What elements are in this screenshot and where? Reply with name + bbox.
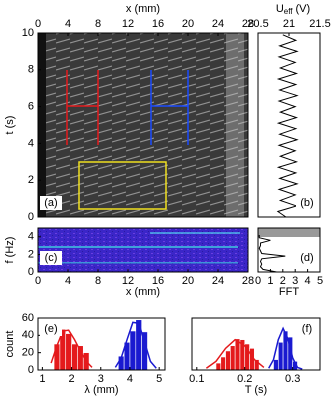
plot-frame — [37, 317, 166, 371]
y-tick-label: 40 — [22, 329, 34, 341]
x-tick-label: 20 — [182, 275, 194, 287]
x-tick-label: 5 — [317, 275, 323, 287]
x-tick-label: 3 — [98, 373, 104, 385]
x-tick-label: 16 — [152, 18, 164, 30]
y-tick-label: 8 — [28, 64, 34, 76]
x-tick-label: 1 — [39, 373, 45, 385]
hist-bar — [230, 345, 236, 371]
x-tick-label: 4 — [127, 373, 133, 385]
x-axis-label: λ (mm) — [84, 384, 118, 396]
image-c — [38, 228, 248, 272]
x-axis-label: x (mm) — [126, 286, 160, 298]
fit-curve — [205, 338, 265, 369]
x-tick-label: 21.5 — [309, 18, 330, 30]
x-tick-label: 24 — [212, 275, 224, 287]
y-tick-label: 4 — [28, 137, 34, 149]
panel-label-box — [296, 251, 318, 265]
x-tick-label: 0.3 — [285, 373, 300, 385]
panel-label-box — [40, 196, 62, 210]
x-tick-label: 12 — [122, 275, 134, 287]
y-tick-label: 2 — [28, 174, 34, 186]
panel-label: (f) — [302, 323, 312, 335]
y-tick-label: 60 — [22, 312, 34, 324]
panel-label: (b) — [300, 197, 313, 209]
plot-frame — [191, 317, 321, 371]
hist-bar — [220, 356, 226, 371]
fit-curve — [114, 321, 157, 369]
data-line — [258, 235, 286, 273]
panel-label: (a) — [44, 197, 57, 209]
hist-bar — [71, 343, 78, 371]
x-tick-label: 28 — [242, 18, 254, 30]
x-tick-label: 2 — [280, 275, 286, 287]
y-axis-label: count — [4, 331, 16, 358]
x-tick-label: 20.5 — [247, 18, 268, 30]
hist-bar — [277, 341, 284, 371]
y-axis-label: f (Hz) — [4, 237, 16, 264]
y-tick-label: 0 — [28, 211, 34, 223]
x-tick-label: 8 — [95, 18, 101, 30]
plot-frame — [257, 227, 321, 273]
x-axis-label: x (mm) — [126, 3, 160, 15]
hist-bar — [215, 362, 222, 371]
x-tick-label: 0.2 — [237, 373, 252, 385]
x-tick-label: 0 — [255, 275, 261, 287]
x-tick-label: 16 — [152, 275, 164, 287]
plot-frame — [37, 32, 249, 218]
x-tick-label: 28 — [242, 275, 254, 287]
hist-bar — [225, 350, 231, 371]
panel-label-box — [40, 322, 62, 336]
y-tick-label: 0 — [28, 364, 34, 376]
fit-curve — [268, 326, 303, 370]
y-tick-label: 20 — [22, 347, 34, 359]
panel-label-box — [296, 196, 318, 210]
x-tick-label: 0 — [35, 275, 41, 287]
x-tick-label: 20 — [182, 18, 194, 30]
x-tick-label: 5 — [156, 373, 162, 385]
panel-label-box — [296, 322, 318, 336]
plot-frame — [37, 227, 249, 273]
x-tick-label: 8 — [95, 275, 101, 287]
x-axis-label: Ueff (V) — [276, 3, 310, 16]
hist-bar — [273, 359, 279, 371]
x-tick-label: 4 — [65, 18, 71, 30]
x-label-sub: eff — [284, 7, 294, 16]
image-a — [38, 33, 248, 217]
x-axis-label: FFT — [279, 286, 299, 298]
panel-label: (d) — [300, 252, 313, 264]
fit-curve — [50, 329, 93, 368]
x-label-unit: (V) — [296, 3, 311, 15]
x-tick-label: 4 — [65, 275, 71, 287]
x-tick-label: 1 — [267, 275, 273, 287]
y-tick-label: 10 — [22, 27, 34, 39]
y-tick-label: 6 — [28, 101, 34, 113]
panel-label: (e) — [44, 323, 57, 335]
x-axis-label: T (s) — [245, 384, 267, 396]
x-tick-label: 2 — [69, 373, 75, 385]
hist-bar — [234, 338, 241, 371]
panel-label-box — [40, 251, 62, 265]
y-tick-label: 4 — [28, 231, 34, 243]
fft-band — [258, 228, 320, 237]
panel-label: (c) — [45, 252, 58, 264]
x-tick-label: 0 — [35, 18, 41, 30]
y-tick-label: 0 — [28, 266, 34, 278]
x-tick-label: 24 — [212, 18, 224, 30]
hist-bar — [65, 333, 72, 371]
x-tick-label: 12 — [122, 18, 134, 30]
y-axis-label: t (s) — [4, 116, 16, 135]
hist-bar — [135, 319, 142, 371]
data-line — [276, 34, 299, 218]
x-tick-label: 0.1 — [189, 373, 204, 385]
x-tick-label: 4 — [305, 275, 311, 287]
x-label-main: U — [276, 3, 284, 15]
y-tick-label: 2 — [28, 248, 34, 260]
x-tick-label: 3 — [292, 275, 298, 287]
hist-bar — [129, 330, 137, 371]
x-tick-label: 21 — [283, 18, 295, 30]
